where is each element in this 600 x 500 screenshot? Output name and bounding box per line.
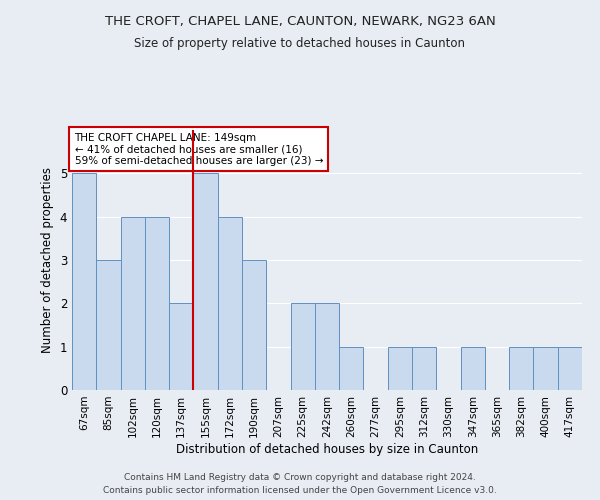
Text: THE CROFT CHAPEL LANE: 149sqm
← 41% of detached houses are smaller (16)
59% of s: THE CROFT CHAPEL LANE: 149sqm ← 41% of d…	[74, 132, 323, 166]
Bar	[339, 346, 364, 390]
Bar	[558, 346, 582, 390]
Bar	[461, 346, 485, 390]
Bar	[533, 346, 558, 390]
Bar	[388, 346, 412, 390]
Bar	[169, 304, 193, 390]
Bar	[242, 260, 266, 390]
Y-axis label: Number of detached properties: Number of detached properties	[41, 167, 54, 353]
Text: Contains public sector information licensed under the Open Government Licence v3: Contains public sector information licen…	[103, 486, 497, 495]
Bar	[290, 304, 315, 390]
Bar	[72, 174, 96, 390]
Bar	[315, 304, 339, 390]
Bar	[509, 346, 533, 390]
Text: THE CROFT, CHAPEL LANE, CAUNTON, NEWARK, NG23 6AN: THE CROFT, CHAPEL LANE, CAUNTON, NEWARK,…	[104, 15, 496, 28]
X-axis label: Distribution of detached houses by size in Caunton: Distribution of detached houses by size …	[176, 442, 478, 456]
Bar	[218, 216, 242, 390]
Bar	[193, 174, 218, 390]
Text: Size of property relative to detached houses in Caunton: Size of property relative to detached ho…	[134, 38, 466, 51]
Bar	[96, 260, 121, 390]
Bar	[412, 346, 436, 390]
Bar	[121, 216, 145, 390]
Bar	[145, 216, 169, 390]
Text: Contains HM Land Registry data © Crown copyright and database right 2024.: Contains HM Land Registry data © Crown c…	[124, 474, 476, 482]
